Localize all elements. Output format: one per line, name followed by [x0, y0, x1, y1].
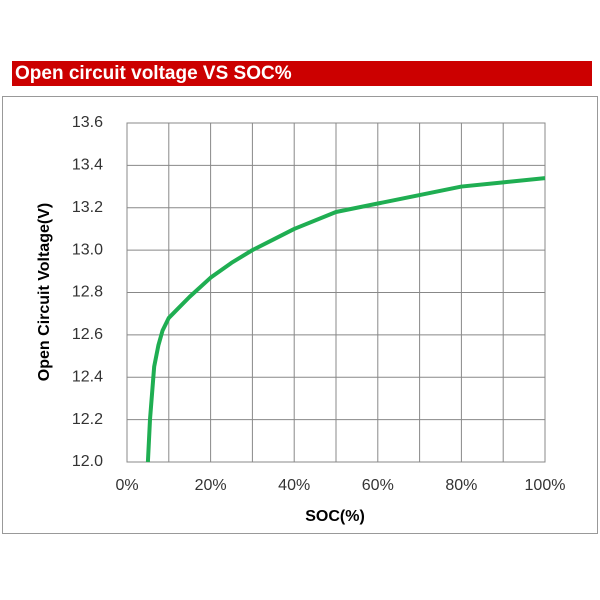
chart-title: Open circuit voltage VS SOC% — [15, 63, 292, 84]
x-tick-label: 100% — [525, 477, 566, 494]
title-bar — [12, 61, 592, 86]
data-line — [145, 176, 546, 463]
x-axis-label: SOC(%) — [305, 508, 365, 525]
y-tick-label: 13.0 — [72, 241, 103, 258]
x-tick-label: 60% — [362, 477, 394, 494]
x-tick-label: 0% — [115, 477, 138, 494]
y-tick-label: 12.4 — [72, 368, 103, 385]
y-tick-label: 13.4 — [72, 157, 103, 174]
chart-frame — [2, 96, 598, 534]
x-tick-label: 80% — [445, 477, 477, 494]
y-tick-label: 13.6 — [72, 114, 103, 131]
y-tick-label: 12.6 — [72, 326, 103, 343]
x-tick-label: 40% — [278, 477, 310, 494]
y-tick-label: 12.2 — [72, 411, 103, 428]
y-tick-label: 12.0 — [72, 453, 103, 470]
y-tick-label: 13.2 — [72, 199, 103, 216]
y-tick-label: 12.8 — [72, 284, 103, 301]
x-tick-label: 20% — [195, 477, 227, 494]
y-axis-label: Open Circuit Voltage(V) — [36, 203, 53, 381]
